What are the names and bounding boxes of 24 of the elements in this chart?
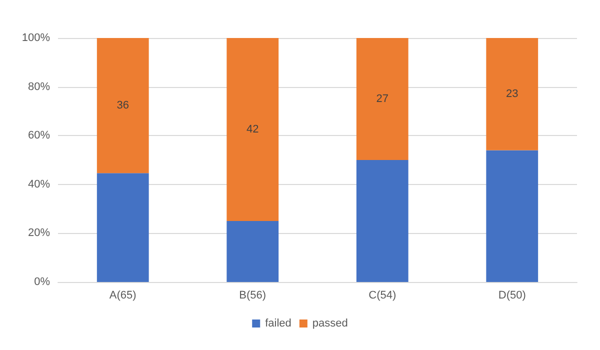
y-tick-label: 40% (28, 178, 50, 190)
legend-label: passed (312, 318, 348, 330)
annotation: 42 (246, 124, 259, 136)
bar (356, 160, 408, 282)
y-tick-label: 20% (28, 227, 50, 240)
annotation: 27 (376, 93, 388, 105)
annotation: 36 (116, 100, 129, 112)
bar (226, 221, 279, 282)
x-tick-label: C(54) (368, 290, 396, 302)
bar (486, 150, 538, 282)
x-tick-label: A(65) (109, 290, 136, 302)
bar (96, 173, 149, 282)
y-tick-label: 80% (28, 80, 50, 93)
bar (486, 38, 538, 150)
y-tick-label: 100% (22, 32, 50, 44)
y-tick-label: 0% (34, 276, 50, 288)
y-tick-label: 60% (28, 130, 50, 142)
bar (226, 38, 279, 221)
x-tick-label: D(50) (498, 290, 526, 302)
bar (96, 38, 149, 174)
legend-label: failed (265, 318, 292, 330)
bar (356, 38, 408, 160)
x-tick-label: B(56) (239, 290, 266, 302)
annotation: 23 (506, 88, 518, 100)
